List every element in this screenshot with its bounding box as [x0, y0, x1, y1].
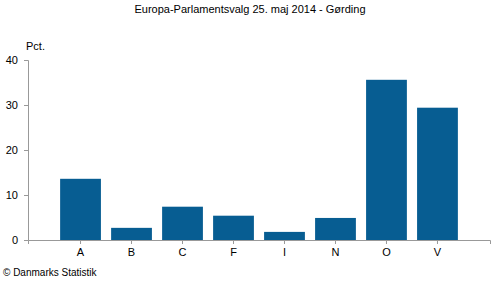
bar — [315, 218, 356, 240]
x-tick-label: B — [128, 246, 135, 258]
x-tick: C — [179, 240, 187, 258]
x-tick: N — [332, 240, 340, 258]
bar — [366, 80, 407, 240]
y-tick-label: 20 — [6, 144, 18, 156]
x-tick-label: N — [332, 246, 340, 258]
x-tick-label: O — [382, 246, 391, 258]
x-tick: V — [434, 240, 442, 258]
x-tick: I — [283, 240, 286, 258]
y-tick-mark — [24, 60, 28, 61]
bar — [213, 216, 254, 240]
title: Europa-Parlamentsvalg 25. maj 2014 - Gør… — [134, 3, 365, 15]
y-tick: 40 — [6, 54, 28, 66]
x-tick-label: V — [434, 246, 442, 258]
y-tick-mark — [24, 105, 28, 106]
y-tick-label: 30 — [6, 99, 18, 111]
bar — [417, 108, 458, 240]
y-tick: 10 — [6, 189, 28, 201]
x-tick-label: A — [77, 246, 85, 258]
x-tick-mark — [284, 240, 285, 244]
x-tick-mark — [131, 240, 132, 244]
x-axis-line — [29, 241, 491, 245]
x-tick: O — [382, 240, 391, 258]
x-tick-mark — [437, 240, 438, 244]
bar — [162, 207, 203, 240]
x-tick-mark — [80, 240, 81, 244]
x-tick: B — [128, 240, 135, 258]
bar — [264, 232, 305, 240]
y-tick-label: 10 — [6, 189, 18, 201]
annotations: © Danmarks Statistik — [3, 267, 98, 278]
x-tick-mark — [335, 240, 336, 244]
x-tick: A — [77, 240, 85, 258]
bar — [60, 179, 101, 240]
annotation: © Danmarks Statistik — [3, 267, 98, 278]
x-tick-mark — [233, 240, 234, 244]
chart: Europa-Parlamentsvalg 25. maj 2014 - Gør… — [0, 0, 500, 282]
y-tick: 30 — [6, 99, 28, 111]
y-tick: 20 — [6, 144, 28, 156]
y-tick: 0 — [12, 234, 28, 246]
x-tick-label: F — [230, 246, 237, 258]
x-tick-mark — [386, 240, 387, 244]
y-axis-label: Pct. — [26, 40, 45, 52]
bar — [111, 228, 152, 240]
x-tick-label: C — [179, 246, 187, 258]
y-tick-mark — [24, 240, 28, 241]
y-tick-label: 0 — [12, 234, 18, 246]
y-tick-label: 40 — [6, 54, 18, 66]
x-tick: F — [230, 240, 237, 258]
y-axis: 0 10 20 30 40 — [6, 54, 29, 246]
bars — [60, 80, 458, 240]
x-axis: ABCFINOV — [29, 240, 491, 258]
y-tick-mark — [24, 195, 28, 196]
y-axis-line — [24, 61, 29, 241]
x-tick-label: I — [283, 246, 286, 258]
y-tick-mark — [24, 150, 28, 151]
x-tick-mark — [182, 240, 183, 244]
